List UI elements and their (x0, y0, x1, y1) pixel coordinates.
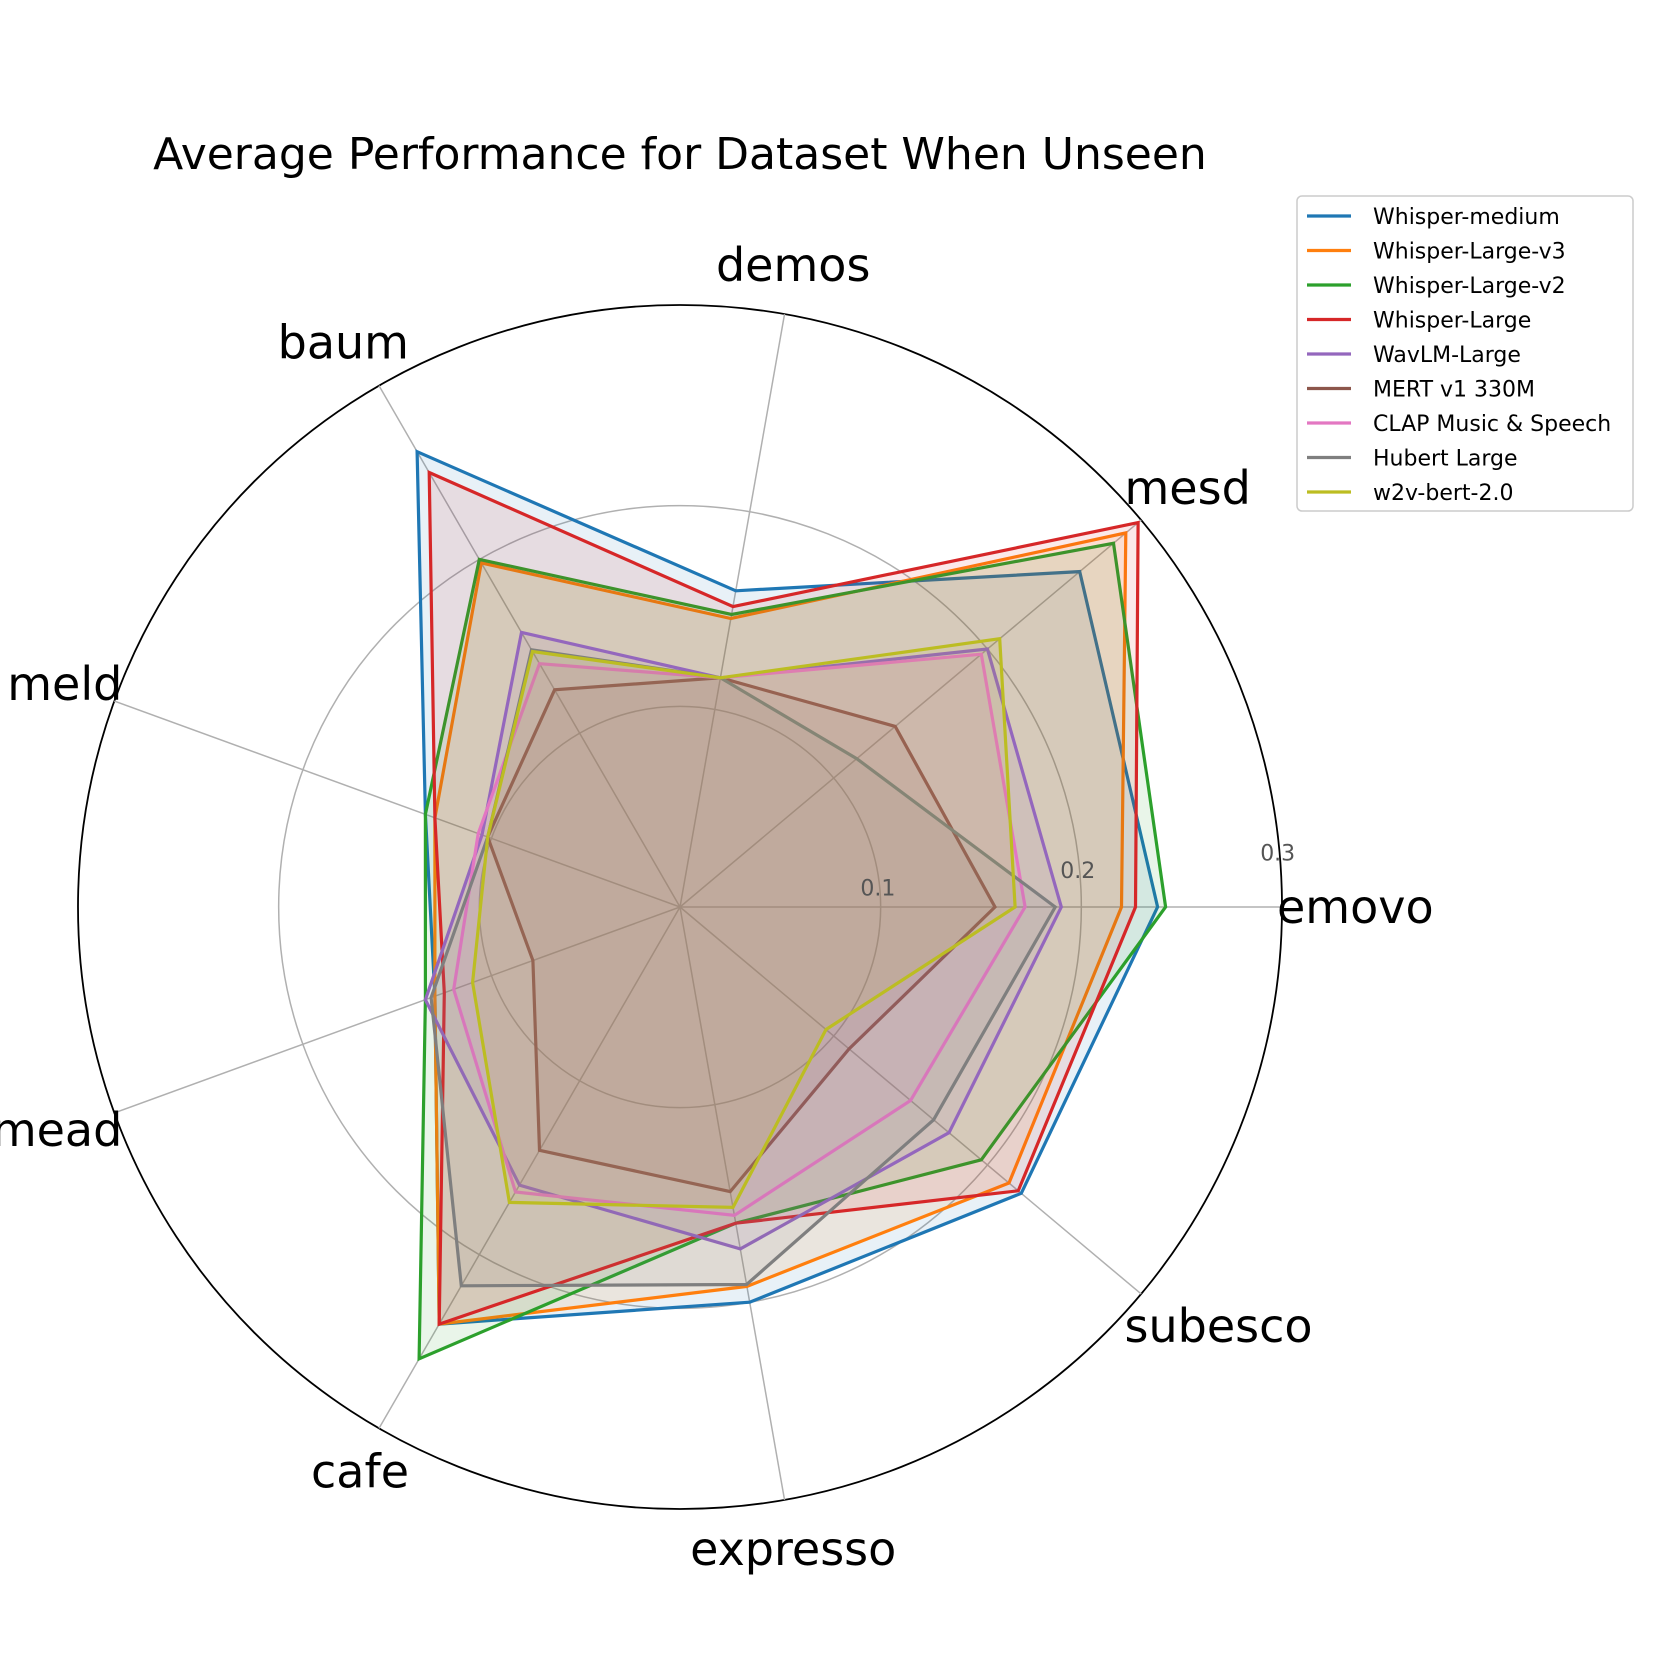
grid-spoke (679, 314, 786, 908)
series-line-5 (423, 630, 1064, 1251)
category-label-demos: demos (716, 238, 870, 292)
series-area-3 (419, 543, 1166, 1359)
legend-label-9: w2v-bert-2.0 (1373, 481, 1513, 506)
grid-spoke (679, 519, 1142, 908)
radial-tick-label: 0.1 (860, 877, 895, 902)
grid-spoke (679, 906, 786, 1500)
series-area-7 (453, 654, 1026, 1216)
legend-label-7: CLAP Music & Speech (1373, 412, 1611, 437)
grid-spoke (114, 906, 681, 1114)
legend-frame (1296, 195, 1634, 512)
category-label-meld: meld (7, 657, 122, 711)
series-line-3 (417, 541, 1168, 1362)
radial-tick-label: 0.3 (1260, 842, 1295, 867)
chart-title: Average Performance for Dataset When Uns… (153, 129, 1207, 180)
series-area-9 (472, 638, 1016, 1208)
legend-label-1: Whisper-medium (1373, 205, 1560, 230)
series-line-6 (485, 676, 997, 1194)
category-label-expresso: expresso (690, 1522, 896, 1576)
category-label-mead: mead (0, 1103, 122, 1157)
category-label-mesd: mesd (1125, 461, 1251, 515)
legend-label-4: Whisper-Large (1373, 309, 1531, 334)
legend: Whisper-medium Whisper-Large-v3 Whisper-La… (1296, 195, 1634, 512)
grid-spoke (378, 906, 681, 1429)
category-label-baum: baum (278, 315, 409, 369)
radial-tick-labels: 0.1 0.2 0.3 (860, 842, 1295, 902)
series-line-2 (433, 530, 1128, 1326)
series-line-9 (470, 636, 1017, 1210)
legend-label-2: Whisper-Large-v3 (1373, 240, 1566, 265)
category-labels: emovo mesd demos baum meld mead cafe expresso su… (0, 238, 1434, 1576)
grid-spoke (114, 700, 681, 908)
legend-label-5: WavLM-Large (1373, 343, 1521, 368)
series-line-7 (452, 652, 1027, 1217)
radar-series (415, 449, 1168, 1362)
legend-label-8: Hubert Large (1373, 447, 1518, 472)
series-area-5 (425, 632, 1062, 1249)
radial-tick-label: 0.2 (1060, 859, 1095, 884)
series-area-8 (431, 649, 1056, 1286)
legend-label-3: Whisper-Large-v2 (1373, 274, 1566, 299)
category-label-subesco: subesco (1125, 1299, 1313, 1353)
category-label-emovo: emovo (1277, 880, 1434, 934)
legend-label-6: MERT v1 330M (1373, 378, 1535, 403)
series-area-6 (487, 677, 995, 1192)
series-line-4 (427, 470, 1140, 1327)
series-line-8 (429, 648, 1058, 1288)
category-label-cafe: cafe (311, 1445, 409, 1499)
